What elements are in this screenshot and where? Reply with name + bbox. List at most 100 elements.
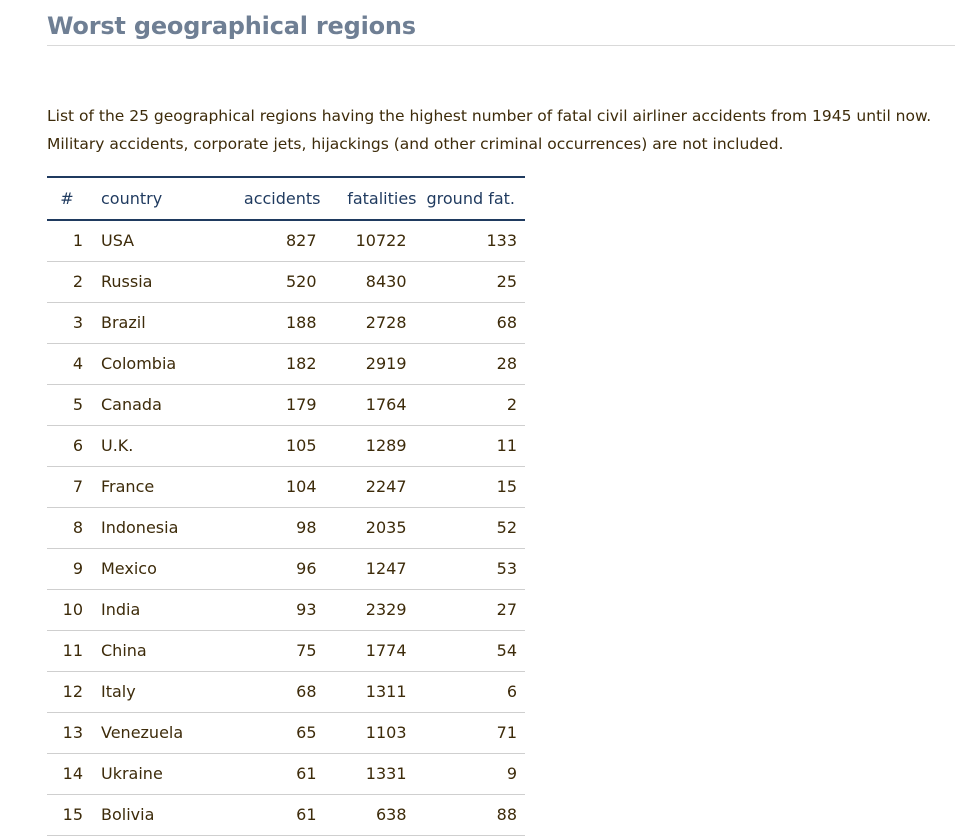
table-row: 8 Indonesia 98 2035 52: [47, 507, 525, 549]
cell-fatalities: 8430: [330, 261, 421, 303]
cell-ground-fatalities: 15: [420, 466, 525, 508]
cell-rank: 13: [47, 712, 87, 754]
header-ground-fatalities: ground fat.: [420, 176, 525, 221]
table-row: 9 Mexico 96 1247 53: [47, 548, 525, 590]
cell-accidents: 75: [224, 630, 331, 672]
cell-ground-fatalities: 53: [420, 548, 525, 590]
cell-fatalities: 1289: [330, 425, 421, 467]
header-accidents: accidents: [224, 176, 331, 221]
cell-ground-fatalities: 25: [420, 261, 525, 303]
cell-accidents: 105: [224, 425, 331, 467]
cell-accidents: 104: [224, 466, 331, 508]
cell-country: Indonesia: [87, 507, 225, 549]
cell-ground-fatalities: 27: [420, 589, 525, 631]
cell-fatalities: 1764: [330, 384, 421, 426]
header-country: country: [87, 176, 225, 221]
cell-rank: 14: [47, 753, 87, 795]
cell-country: China: [87, 630, 225, 672]
cell-country: USA: [87, 220, 225, 262]
table-header: # country accidents fatalities ground fa…: [47, 176, 525, 221]
cell-accidents: 65: [224, 712, 331, 754]
cell-ground-fatalities: 2: [420, 384, 525, 426]
cell-rank: 3: [47, 302, 87, 344]
cell-ground-fatalities: 88: [420, 794, 525, 836]
cell-accidents: 96: [224, 548, 331, 590]
cell-rank: 11: [47, 630, 87, 672]
page-title: Worst geographical regions: [47, 12, 416, 40]
cell-accidents: 61: [224, 794, 331, 836]
table-row: 5 Canada 179 1764 2: [47, 384, 525, 426]
cell-accidents: 182: [224, 343, 331, 385]
cell-country: India: [87, 589, 225, 631]
cell-rank: 5: [47, 384, 87, 426]
cell-ground-fatalities: 68: [420, 302, 525, 344]
cell-country: U.K.: [87, 425, 225, 467]
cell-fatalities: 2329: [330, 589, 421, 631]
cell-ground-fatalities: 133: [420, 220, 525, 262]
table-row: 6 U.K. 105 1289 11: [47, 425, 525, 467]
cell-rank: 8: [47, 507, 87, 549]
regions-table: # country accidents fatalities ground fa…: [47, 176, 525, 836]
header-rank: #: [47, 176, 87, 221]
cell-fatalities: 1103: [330, 712, 421, 754]
cell-accidents: 188: [224, 302, 331, 344]
cell-rank: 15: [47, 794, 87, 836]
table-row: 2 Russia 520 8430 25: [47, 261, 525, 303]
cell-fatalities: 2247: [330, 466, 421, 508]
cell-ground-fatalities: 52: [420, 507, 525, 549]
cell-fatalities: 638: [330, 794, 421, 836]
cell-country: Canada: [87, 384, 225, 426]
header-row: # country accidents fatalities ground fa…: [47, 176, 525, 221]
cell-ground-fatalities: 54: [420, 630, 525, 672]
table-row: 15 Bolivia 61 638 88: [47, 794, 525, 836]
table-body: 1 USA 827 10722 133 2 Russia 520 8430 25 3 Brazil 18…: [47, 220, 525, 836]
cell-ground-fatalities: 11: [420, 425, 525, 467]
cell-country: Russia: [87, 261, 225, 303]
table-row: 11 China 75 1774 54: [47, 630, 525, 672]
cell-country: France: [87, 466, 225, 508]
cell-accidents: 68: [224, 671, 331, 713]
cell-ground-fatalities: 28: [420, 343, 525, 385]
cell-rank: 9: [47, 548, 87, 590]
cell-rank: 12: [47, 671, 87, 713]
cell-country: Colombia: [87, 343, 225, 385]
cell-fatalities: 1331: [330, 753, 421, 795]
table-row: 12 Italy 68 1311 6: [47, 671, 525, 713]
cell-accidents: 98: [224, 507, 331, 549]
cell-rank: 2: [47, 261, 87, 303]
cell-country: Italy: [87, 671, 225, 713]
cell-country: Ukraine: [87, 753, 225, 795]
cell-fatalities: 10722: [330, 220, 421, 262]
cell-accidents: 93: [224, 589, 331, 631]
cell-accidents: 61: [224, 753, 331, 795]
cell-country: Mexico: [87, 548, 225, 590]
cell-accidents: 520: [224, 261, 331, 303]
table-row: 10 India 93 2329 27: [47, 589, 525, 631]
cell-fatalities: 1774: [330, 630, 421, 672]
cell-fatalities: 1311: [330, 671, 421, 713]
cell-ground-fatalities: 71: [420, 712, 525, 754]
cell-rank: 7: [47, 466, 87, 508]
cell-ground-fatalities: 6: [420, 671, 525, 713]
cell-rank: 6: [47, 425, 87, 467]
cell-accidents: 179: [224, 384, 331, 426]
table-row: 1 USA 827 10722 133: [47, 220, 525, 262]
intro-text: List of the 25 geographical regions havi…: [47, 107, 932, 153]
header-fatalities: fatalities: [330, 176, 421, 221]
cell-rank: 1: [47, 220, 87, 262]
cell-fatalities: 1247: [330, 548, 421, 590]
cell-rank: 10: [47, 589, 87, 631]
cell-fatalities: 2919: [330, 343, 421, 385]
cell-rank: 4: [47, 343, 87, 385]
cell-ground-fatalities: 9: [420, 753, 525, 795]
cell-accidents: 827: [224, 220, 331, 262]
cell-country: Brazil: [87, 302, 225, 344]
cell-fatalities: 2728: [330, 302, 421, 344]
cell-country: Bolivia: [87, 794, 225, 836]
cell-fatalities: 2035: [330, 507, 421, 549]
table-row: 4 Colombia 182 2919 28: [47, 343, 525, 385]
table-row: 3 Brazil 188 2728 68: [47, 302, 525, 344]
table-row: 7 France 104 2247 15: [47, 466, 525, 508]
table-row: 13 Venezuela 65 1103 71: [47, 712, 525, 754]
cell-country: Venezuela: [87, 712, 225, 754]
